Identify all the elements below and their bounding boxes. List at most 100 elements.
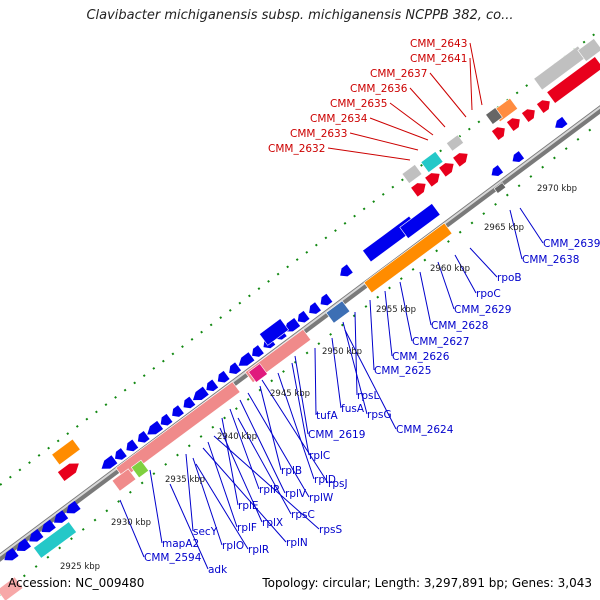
label-leader-line [239, 399, 286, 494]
reverse-gene-label: rpsJ [328, 478, 348, 490]
label-leader-line [419, 271, 432, 326]
reverse-gene-arrow [66, 500, 81, 514]
scale-label: 2950 kbp [322, 347, 362, 357]
label-leader-line [389, 102, 434, 136]
label-leader-line [369, 117, 429, 141]
reverse-gene-arrow [53, 510, 69, 523]
label-leader-line [469, 57, 473, 111]
label-leader-line [259, 385, 282, 471]
label-leader-line [247, 392, 310, 498]
scale-label: 2970 kbp [537, 184, 577, 194]
forward-gene-label: CMM_2633 [290, 128, 347, 140]
label-leader-line [195, 463, 249, 550]
scale-label: 2940 kbp [217, 432, 257, 442]
reverse-gene-arrow [252, 345, 264, 357]
reverse-gene-label: secY [193, 526, 218, 538]
reverse-gene-label: rpsS [319, 524, 342, 536]
feature-labels: CMM_2643 CMM_2641 CMM_2637 CMM_2636 CMM_2635… [144, 38, 600, 576]
cog-band [445, 134, 465, 152]
reverse-gene-label: CMM_2619 [308, 429, 365, 441]
forward-gene-label: CMM_2634 [310, 113, 368, 125]
forward-gene-arrow [536, 100, 550, 113]
label-leader-line [369, 299, 375, 371]
reverse-gene-label: CMM_2625 [374, 365, 431, 377]
label-leader-line [119, 499, 145, 558]
reverse-gene-arrow [217, 370, 230, 383]
reverse-gene-label: rplO [222, 540, 244, 552]
cog-band [130, 459, 150, 479]
cog-band [51, 438, 81, 466]
reverse-gene-arrow [101, 455, 118, 469]
reverse-gene-label: CMM_2628 [431, 320, 488, 332]
label-leader-line [149, 469, 163, 544]
cog-band [577, 38, 600, 62]
reverse-gene-arrow [206, 379, 219, 392]
label-leader-line [409, 87, 446, 128]
reverse-gene-label: tufA [316, 410, 338, 422]
forward-gene-label: CMM_2641 [410, 53, 467, 65]
scale-label: 2965 kbp [484, 223, 524, 233]
reverse-gene-label: CMM_2638 [522, 254, 579, 266]
reverse-gene-label: rplB [281, 465, 302, 477]
accession-label: Accession: NC_009480 [8, 576, 145, 590]
reverse-gene-arrow [16, 538, 32, 552]
reverse-gene-block [399, 203, 441, 239]
label-leader-line [221, 417, 239, 506]
reverse-gene-block [258, 318, 290, 346]
forward-gene-label: CMM_2643 [410, 38, 467, 50]
label-leader-line [509, 209, 523, 260]
forward-gene-arrow [506, 118, 520, 131]
forward-gene-arrow [411, 183, 426, 197]
reverse-gene-label: CMM_2594 [144, 552, 202, 564]
reverse-gene-label: rplP [259, 484, 279, 496]
forward-gene-block [546, 56, 600, 104]
forward-gene-arrow [521, 109, 535, 122]
label-leader-line [454, 254, 477, 294]
reverse-gene-arrow [114, 448, 127, 460]
cog-band [420, 151, 444, 173]
cog-band [115, 381, 241, 479]
label-leader-line [294, 355, 309, 435]
reverse-gene-label: rpoC [476, 288, 501, 300]
reverse-gene-label: rplE [238, 500, 259, 512]
reverse-gene-label: CMM_2629 [454, 304, 511, 316]
label-leader-line [354, 311, 358, 396]
label-leader-line [277, 372, 315, 480]
reverse-gene-arrow [555, 116, 568, 128]
reverse-gene-label: rplD [314, 474, 336, 486]
label-leader-line [229, 408, 260, 490]
reverse-gene-label: rplV [285, 488, 307, 500]
label-leader-line [349, 132, 419, 151]
label-leader-line [399, 281, 413, 342]
reverse-gene-arrow [512, 151, 525, 162]
label-leader-line [314, 347, 317, 416]
reverse-gene-label: rplC [309, 450, 330, 462]
reverse-gene-arrow [229, 362, 242, 374]
label-leader-line [261, 379, 329, 484]
reverse-gene-label: rpsC [291, 509, 315, 521]
reverse-gene-arrow [320, 293, 333, 306]
reverse-gene-label: CMM_2624 [396, 424, 454, 436]
label-leader-line [344, 329, 397, 430]
reverse-gene-arrow [4, 547, 19, 561]
reverse-gene-arrow [238, 352, 255, 366]
label-leader-line [437, 261, 455, 310]
label-leader-line [207, 441, 238, 528]
label-leader-line [519, 207, 544, 244]
reverse-gene-label: rplX [262, 517, 283, 529]
forward-gene-arrow [425, 173, 440, 187]
feature-track [0, 38, 600, 600]
reverse-gene-arrow [147, 420, 164, 435]
reverse-gene-label: rpsL [357, 390, 379, 402]
label-leader-line [469, 247, 498, 278]
forward-gene-arrow [453, 153, 468, 167]
scale-label: 2960 kbp [430, 264, 470, 274]
cog-band [33, 521, 77, 559]
forward-gene-arrow [491, 127, 505, 140]
label-leader-line [185, 453, 194, 532]
reverse-gene-label: rplW [309, 492, 334, 504]
forward-gene-label: CMM_2636 [350, 83, 408, 95]
reverse-gene-arrow [172, 405, 184, 417]
reverse-gene-arrow [309, 302, 321, 314]
